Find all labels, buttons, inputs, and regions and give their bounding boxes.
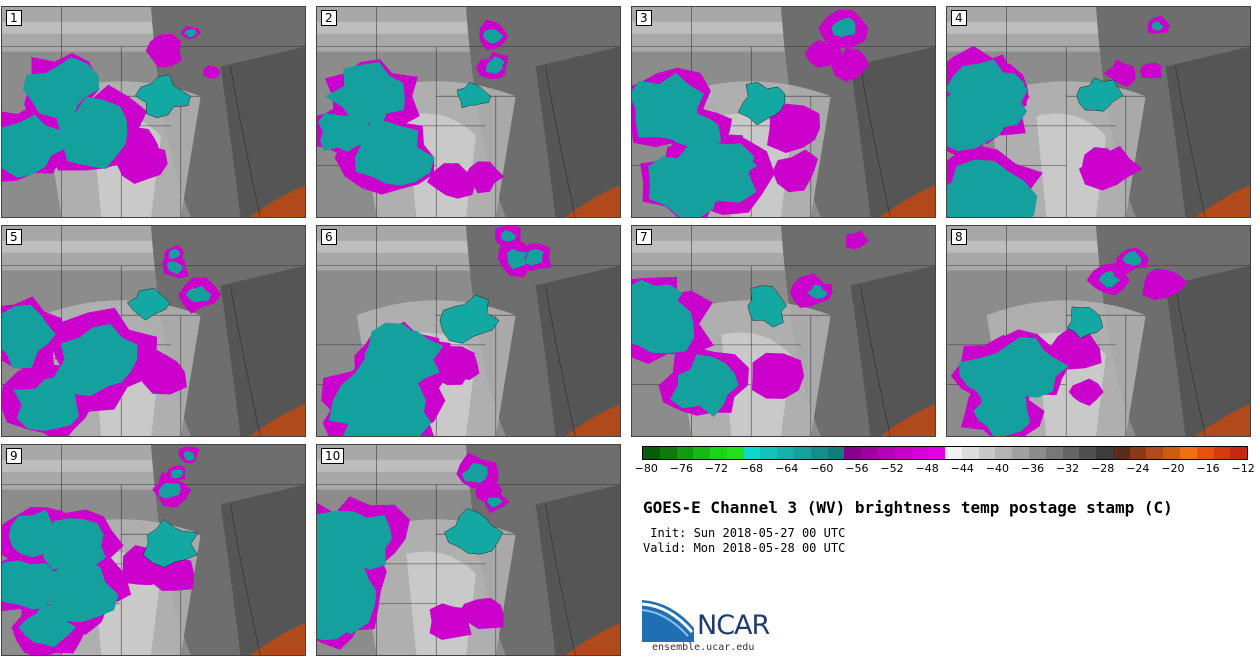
- colorbar-tick-label: −80: [634, 462, 658, 475]
- colorbar-swatch: [1079, 447, 1097, 459]
- ensemble-member-panel: 8: [946, 225, 1251, 437]
- colorbar-swatch: [1062, 447, 1080, 459]
- colorbar-tick-label: −48: [915, 462, 939, 475]
- colorbar-swatch: [961, 447, 979, 459]
- colorbar-tick-label: −72: [704, 462, 729, 475]
- colorbar-swatch: [1045, 447, 1063, 459]
- ensemble-member-panel: 10: [316, 444, 621, 656]
- colorbar-tick-label: −20: [1161, 462, 1185, 475]
- colorbar-tick-label: −60: [810, 462, 834, 475]
- ensemble-member-panel: 4: [946, 6, 1251, 218]
- colorbar-swatch: [710, 447, 727, 459]
- panel-label: 1: [6, 10, 22, 26]
- figure-title: GOES-E Channel 3 (WV) brightness temp po…: [643, 498, 1173, 517]
- colorbar-swatch: [928, 447, 946, 459]
- colorbar-swatch: [995, 447, 1013, 459]
- colorbar-swatch: [877, 447, 895, 459]
- ensemble-member-panel: 7: [631, 225, 936, 437]
- colorbar-tick-label: −16: [1196, 462, 1220, 475]
- ncar-logo-text: NCAR: [697, 610, 770, 641]
- colorbar-swatch: [1230, 447, 1248, 459]
- colorbar-swatch: [827, 447, 845, 459]
- colorbar-swatch: [1129, 447, 1147, 459]
- init-time: Init: Sun 2018-05-27 00 UTC: [643, 526, 846, 540]
- colorbar-tick-label: −24: [1126, 462, 1150, 475]
- colorbar-swatch: [810, 447, 828, 459]
- colorbar-tick-label: −68: [739, 462, 764, 475]
- colorbar-swatch: [978, 447, 996, 459]
- ensemble-member-panel: 3: [631, 6, 936, 218]
- colorbar-tick-label: −52: [880, 462, 904, 475]
- panel-label: 3: [636, 10, 652, 26]
- ensemble-member-panel: 5: [1, 225, 306, 437]
- ensemble-url: ensemble.ucar.edu: [652, 642, 755, 653]
- colorbar-swatch: [844, 447, 862, 459]
- colorbar-swatch: [777, 447, 795, 459]
- colorbar-swatch: [676, 447, 694, 459]
- colorbar-swatch: [1163, 447, 1180, 459]
- colorbar-tick-label: −40: [985, 462, 1009, 475]
- colorbar-swatch: [794, 447, 811, 459]
- ensemble-member-panel: 6: [316, 225, 621, 437]
- panel-label: 5: [6, 229, 22, 245]
- panel-label: 7: [636, 229, 652, 245]
- colorbar-tick-label: −36: [1020, 462, 1045, 475]
- colorbar-swatch: [861, 447, 878, 459]
- valid-time: Valid: Mon 2018-05-28 00 UTC: [643, 541, 846, 555]
- ncar-logo-icon: [642, 600, 694, 642]
- colorbar-tick-label: −76: [669, 462, 693, 475]
- colorbar-swatch: [643, 447, 660, 459]
- colorbar-swatch: [1213, 447, 1231, 459]
- colorbar-swatch: [1112, 447, 1130, 459]
- ensemble-member-panel: 1: [1, 6, 306, 218]
- colorbar-swatch: [726, 447, 744, 459]
- colorbar-swatch: [743, 447, 761, 459]
- ensemble-member-panel: 9: [1, 444, 306, 656]
- colorbar-swatch: [911, 447, 929, 459]
- colorbar-swatch: [1146, 447, 1164, 459]
- colorbar-swatch: [659, 447, 677, 459]
- colorbar-swatch: [945, 447, 962, 459]
- colorbar-swatch: [1196, 447, 1214, 459]
- colorbar-swatch: [760, 447, 778, 459]
- colorbar-swatch: [1096, 447, 1113, 459]
- colorbar-ticks: −80 −76 −72 −68 −64 −60 −56 −52 −48 −44 −40 −36 −32−…: [635, 460, 1255, 478]
- colorbar-tick-label: −64: [775, 462, 799, 475]
- colorbar-tick-label: −44: [950, 462, 974, 475]
- colorbar-swatch: [1180, 447, 1197, 459]
- colorbar-tick-label: −28: [1091, 462, 1115, 475]
- colorbar-legend: −80 −76 −72 −68 −64 −60 −56 −52 −48 −44 −40 −36 −32−…: [635, 446, 1255, 478]
- colorbar-swatch: [693, 447, 711, 459]
- colorbar-tick-label: −56: [845, 462, 869, 475]
- panel-label: 8: [951, 229, 967, 245]
- colorbar-tick-label: −12: [1231, 462, 1255, 475]
- colorbar-tick-label: −32: [1055, 462, 1080, 475]
- panel-label: 6: [321, 229, 337, 245]
- colorbar: [642, 446, 1248, 460]
- panel-label: 9: [6, 448, 22, 464]
- colorbar-swatch: [1012, 447, 1029, 459]
- colorbar-swatch: [894, 447, 912, 459]
- panel-label: 2: [321, 10, 337, 26]
- panel-label: 10: [321, 448, 345, 464]
- ensemble-member-panel: 2: [316, 6, 621, 218]
- panel-label: 4: [951, 10, 967, 26]
- colorbar-swatch: [1028, 447, 1046, 459]
